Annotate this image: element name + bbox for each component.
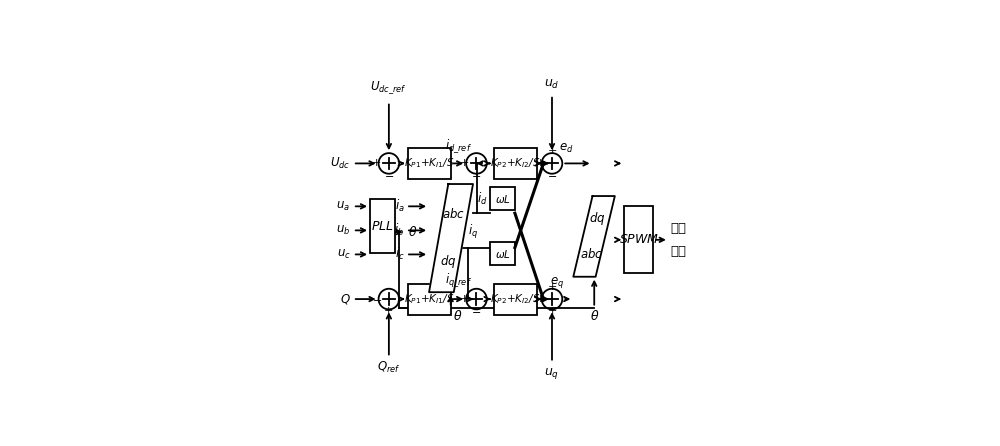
- Text: $i_d$: $i_d$: [477, 191, 488, 207]
- Text: $PLL$: $PLL$: [371, 219, 394, 232]
- Text: $K_{P1}$+$K_{I1}$/S: $K_{P1}$+$K_{I1}$/S: [404, 292, 454, 306]
- Text: $K_{P2}$+$K_{I2}$/S: $K_{P2}$+$K_{I2}$/S: [490, 157, 540, 170]
- Text: $i_{d\_ref}$: $i_{d\_ref}$: [445, 137, 472, 155]
- Text: $K_{P2}$+$K_{I2}$/S: $K_{P2}$+$K_{I2}$/S: [490, 292, 540, 306]
- Text: +: +: [547, 306, 557, 316]
- Text: 信号: 信号: [670, 245, 686, 258]
- Text: $K_{P1}$+$K_{I1}$/S: $K_{P1}$+$K_{I1}$/S: [404, 157, 454, 170]
- FancyBboxPatch shape: [494, 148, 537, 179]
- FancyBboxPatch shape: [408, 148, 451, 179]
- Text: $\theta$: $\theta$: [408, 225, 417, 239]
- Polygon shape: [429, 184, 473, 292]
- Text: +: +: [460, 158, 469, 169]
- Text: $i_{q\_ref}$: $i_{q\_ref}$: [445, 273, 472, 290]
- Text: $-$: $-$: [471, 170, 482, 181]
- Text: +: +: [535, 158, 545, 169]
- Text: +: +: [547, 282, 557, 292]
- FancyBboxPatch shape: [408, 284, 451, 314]
- Text: $-$: $-$: [547, 170, 557, 181]
- Text: +: +: [384, 306, 394, 316]
- Text: +: +: [460, 294, 469, 304]
- Text: $e_q$: $e_q$: [550, 276, 564, 290]
- Text: 脉冲: 脉冲: [670, 222, 686, 235]
- Text: $abc$: $abc$: [580, 247, 603, 261]
- Text: $i_a$: $i_a$: [395, 198, 404, 215]
- Text: $i_b$: $i_b$: [394, 223, 404, 239]
- Text: $dq$: $dq$: [589, 210, 605, 227]
- FancyBboxPatch shape: [370, 199, 395, 253]
- Text: $i_q$: $i_q$: [468, 223, 478, 241]
- FancyBboxPatch shape: [490, 243, 515, 265]
- Text: $U_{dc\_ref}$: $U_{dc\_ref}$: [370, 80, 407, 96]
- Text: $u_q$: $u_q$: [544, 366, 560, 381]
- Text: $SPWM$: $SPWM$: [619, 233, 659, 246]
- Text: $-$: $-$: [372, 294, 382, 304]
- Text: $abc$: $abc$: [442, 207, 465, 221]
- Text: +: +: [547, 146, 557, 157]
- Text: $e_d$: $e_d$: [559, 142, 574, 155]
- Polygon shape: [573, 196, 615, 277]
- Text: $Q$: $Q$: [340, 292, 350, 306]
- Text: $u_b$: $u_b$: [336, 224, 350, 237]
- Text: $-$: $-$: [471, 306, 482, 316]
- Text: $u_d$: $u_d$: [544, 78, 560, 91]
- Text: +: +: [535, 294, 545, 304]
- Text: $-$: $-$: [384, 170, 394, 181]
- Text: $\theta$: $\theta$: [453, 310, 463, 323]
- Text: $\omega L$: $\omega L$: [495, 193, 510, 205]
- Text: $Q_{ref}$: $Q_{ref}$: [377, 360, 401, 375]
- FancyBboxPatch shape: [494, 284, 537, 314]
- Text: $\omega L$: $\omega L$: [495, 248, 510, 260]
- Text: +: +: [372, 158, 382, 169]
- Text: $u_a$: $u_a$: [336, 200, 350, 213]
- Text: $dq$: $dq$: [440, 253, 456, 270]
- Text: $U_{dc}$: $U_{dc}$: [330, 156, 350, 171]
- Text: $i_c$: $i_c$: [395, 246, 404, 262]
- FancyBboxPatch shape: [624, 206, 653, 273]
- Text: $u_c$: $u_c$: [337, 248, 350, 261]
- Text: $\theta$: $\theta$: [590, 310, 599, 323]
- FancyBboxPatch shape: [490, 187, 515, 210]
